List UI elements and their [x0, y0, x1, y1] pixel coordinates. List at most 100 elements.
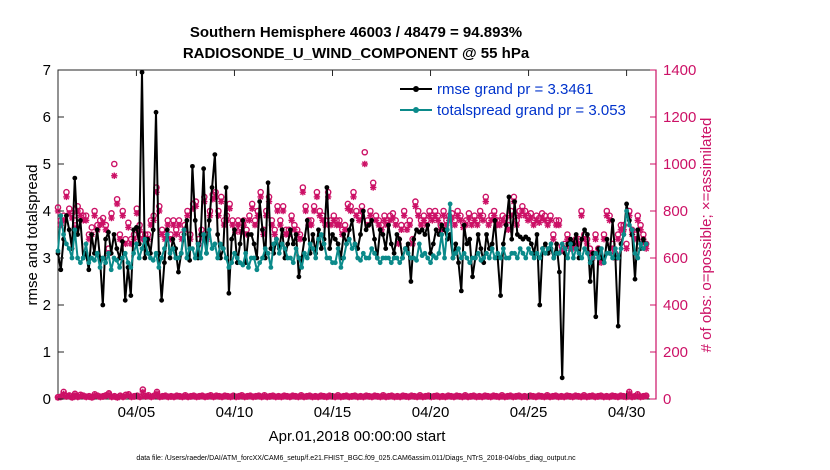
totalspread-point: [506, 255, 512, 261]
totalspread-point: [192, 255, 198, 261]
obs-possible-marker: [88, 224, 96, 231]
totalspread-point: [335, 246, 341, 252]
rmse-point: [190, 163, 195, 169]
obs-assimilated-marker: [370, 184, 377, 191]
totalspread-point: [134, 241, 139, 247]
totalspread-point: [346, 236, 352, 242]
obs-assimilated-marker: [229, 221, 236, 229]
obs-assimilated-marker: [99, 219, 107, 226]
rmse-point: [237, 241, 243, 247]
totalspread-point: [475, 250, 481, 256]
rmse-point: [170, 236, 176, 242]
rmse-point: [223, 185, 229, 190]
rmse-point: [475, 232, 481, 237]
totalspread-point: [573, 246, 579, 252]
totalspread-point: [128, 265, 134, 270]
totalspread-point: [523, 255, 529, 261]
totalspread-point: [318, 232, 324, 237]
rmse-point: [470, 274, 475, 280]
rmse-point: [176, 269, 181, 275]
totalspread-point: [344, 241, 349, 247]
totalspread-point: [75, 255, 81, 261]
rmse-point: [587, 279, 593, 284]
rmse-point: [464, 241, 470, 247]
obs-assimilated-marker: [341, 226, 349, 233]
totalspread-point: [593, 250, 599, 256]
totalspread-point: [500, 246, 506, 252]
obs-assimilated-marker: [330, 217, 338, 224]
obs-assimilated-marker: [119, 393, 127, 401]
data-file-footer: data file: /Users/raeder/DAI/ATM_forcXX/…: [136, 455, 576, 462]
totalspread-point: [260, 255, 265, 261]
rmse-point: [215, 232, 221, 237]
rmse-point: [103, 236, 109, 242]
totalspread-point: [120, 255, 125, 261]
rmse-point: [388, 241, 394, 247]
obs-assimilated-marker: [372, 217, 380, 224]
rmse-point: [615, 323, 621, 329]
obs-assimilated-marker: [471, 217, 478, 224]
legend-spread-marker: [413, 107, 419, 113]
totalspread-point: [136, 255, 142, 261]
rmse-point: [534, 232, 540, 237]
totalspread-point: [92, 257, 97, 263]
totalspread-point: [635, 255, 641, 261]
obs-assimilated-marker: [392, 221, 399, 229]
rmse-point: [369, 218, 375, 223]
totalspread-point: [156, 265, 162, 270]
rmse-point: [150, 227, 156, 233]
totalspread-point: [626, 222, 632, 228]
rmse-point: [265, 180, 271, 186]
totalspread-point: [632, 250, 638, 256]
totalspread-point: [167, 250, 173, 256]
totalspread-point: [596, 255, 601, 261]
totalspread-point: [293, 246, 299, 252]
totalspread-point: [204, 250, 209, 256]
rmse-point: [635, 227, 641, 233]
totalspread-point: [587, 260, 593, 266]
obs-assimilated-marker: [381, 217, 388, 224]
totalspread-point: [352, 241, 358, 247]
rmse-point: [251, 241, 257, 247]
obs-assimilated-marker: [257, 193, 264, 201]
obs-assimilated-marker: [218, 198, 225, 205]
totalspread-point: [643, 241, 649, 247]
obs-assimilated-marker: [431, 212, 439, 219]
obs-possible-marker: [361, 148, 369, 156]
rmse-point: [537, 302, 543, 308]
totalspread-point: [374, 255, 380, 261]
totalspread-point: [425, 255, 431, 261]
rmse-point: [593, 314, 599, 320]
rmse-point: [201, 166, 207, 172]
totalspread-point: [103, 260, 109, 266]
obs-assimilated-marker: [555, 221, 563, 229]
totalspread-point: [576, 250, 582, 256]
totalspread-point: [69, 255, 75, 261]
totalspread-point: [332, 260, 338, 266]
rmse-point: [257, 199, 263, 205]
right-y-tick-label: 1200: [663, 109, 696, 126]
totalspread-point: [590, 255, 596, 261]
rmse-point: [139, 69, 145, 75]
totalspread-point: [397, 260, 403, 266]
totalspread-point: [145, 250, 151, 256]
totalspread-point: [55, 248, 61, 254]
rmse-point: [184, 218, 190, 223]
totalspread-point: [461, 250, 467, 256]
totalspread-point: [190, 246, 195, 252]
rmse-point: [114, 246, 120, 252]
rmse-point: [632, 276, 638, 282]
obs-assimilated-marker: [479, 217, 487, 224]
right-y-tick-label: 0: [663, 391, 671, 408]
totalspread-point: [531, 255, 537, 261]
obs-assimilated-marker: [175, 221, 183, 229]
rmse-point: [640, 236, 646, 242]
totalspread-point: [162, 246, 167, 252]
totalspread-point: [268, 265, 274, 270]
totalspread-point: [442, 255, 447, 261]
totalspread-point: [621, 232, 627, 237]
totalspread-point: [307, 241, 313, 247]
right-y-tick-label: 600: [663, 250, 688, 267]
rmse-point: [461, 222, 467, 228]
totalspread-point: [551, 255, 557, 261]
